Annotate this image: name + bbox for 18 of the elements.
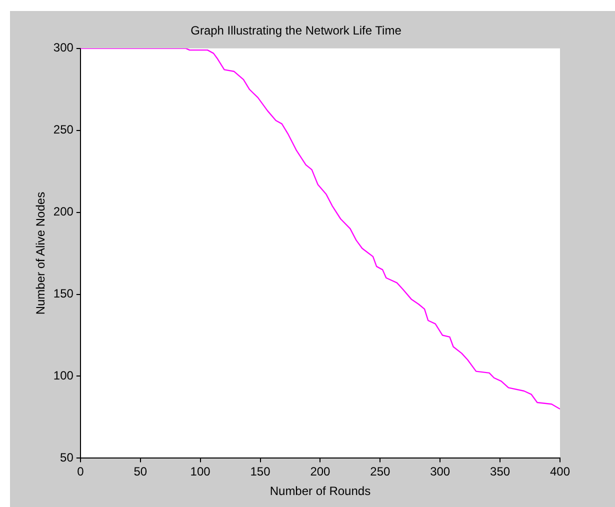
y-tick-label: 300 <box>53 40 74 55</box>
x-tick-label: 350 <box>490 464 510 479</box>
x-tick-label: 100 <box>190 464 211 479</box>
x-tick-label: 300 <box>430 464 450 479</box>
y-tick-label: 200 <box>53 204 74 219</box>
x-tick-label: 150 <box>250 464 271 479</box>
x-tick-label: 0 <box>77 464 84 479</box>
x-tick-label: 400 <box>550 464 570 479</box>
y-axis-title: Number of Alive Nodes <box>34 192 48 315</box>
x-tick-label: 200 <box>310 464 331 479</box>
y-tick-label: 100 <box>53 368 74 383</box>
y-tick-label: 250 <box>53 122 74 137</box>
chart-title: Graph Illustrating the Network Life Time <box>190 24 402 38</box>
x-tick-label: 50 <box>134 464 148 479</box>
x-axis-title: Number of Rounds <box>270 484 371 498</box>
x-tick-label: 250 <box>370 464 390 479</box>
y-tick-label: 50 <box>60 450 74 465</box>
y-tick-label: 150 <box>53 286 74 301</box>
